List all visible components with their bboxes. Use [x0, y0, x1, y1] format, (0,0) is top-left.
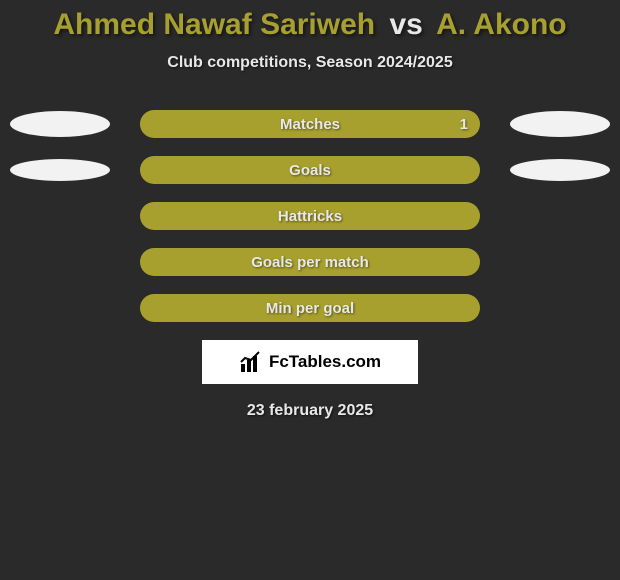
logo-box: FcTables.com [202, 340, 418, 384]
title-player1: Ahmed Nawaf Sariweh [53, 8, 375, 41]
stat-bar: Min per goal [140, 294, 480, 322]
stat-row: Matches 1 [0, 110, 620, 138]
chart-icon [239, 350, 263, 374]
left-value-ellipse [10, 159, 110, 181]
stat-label: Hattricks [278, 208, 342, 225]
stat-bar: Hattricks [140, 202, 480, 230]
stat-row: Goals [0, 156, 620, 184]
stat-label: Min per goal [266, 300, 354, 317]
stat-bar: Goals [140, 156, 480, 184]
right-value-ellipse [510, 159, 610, 181]
stat-label: Matches [280, 116, 340, 133]
logo-text: FcTables.com [269, 352, 381, 372]
stat-row: Hattricks [0, 202, 620, 230]
stat-row: Min per goal [0, 294, 620, 322]
subtitle: Club competitions, Season 2024/2025 [0, 54, 620, 72]
page-title: Ahmed Nawaf Sariweh vs A. Akono [0, 0, 620, 42]
stat-row: Goals per match [0, 248, 620, 276]
stat-rows: Matches 1 Goals Hattricks Goals per match Min… [0, 110, 620, 322]
stat-bar: Matches 1 [140, 110, 480, 138]
stat-bar: Goals per match [140, 248, 480, 276]
stat-label: Goals [289, 162, 331, 179]
stat-value-right: 1 [460, 116, 468, 133]
left-value-ellipse [10, 111, 110, 137]
title-player2: A. Akono [436, 8, 567, 41]
title-vs: vs [389, 8, 422, 41]
stat-label: Goals per match [251, 254, 369, 271]
right-value-ellipse [510, 111, 610, 137]
date-text: 23 february 2025 [0, 402, 620, 420]
